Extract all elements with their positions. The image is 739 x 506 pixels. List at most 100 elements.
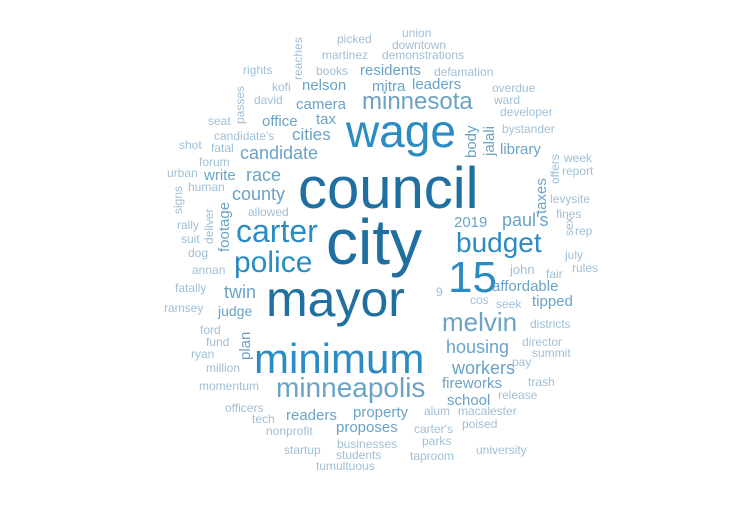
word-parks: parks bbox=[422, 434, 452, 448]
word-office: office bbox=[262, 113, 298, 130]
word-taproom: taproom bbox=[410, 449, 455, 463]
word-director: director bbox=[522, 335, 563, 349]
word-rep: rep bbox=[575, 224, 593, 238]
word-week: week bbox=[564, 151, 593, 165]
word-seek: seek bbox=[496, 297, 522, 311]
word-officers: officers bbox=[225, 401, 264, 415]
word-downtown: downtown bbox=[392, 38, 447, 52]
word-students: students bbox=[336, 448, 382, 462]
word-nelson: nelson bbox=[302, 77, 347, 94]
word-books: books bbox=[316, 64, 349, 78]
word-shot: shot bbox=[179, 138, 202, 152]
word-proposes: proposes bbox=[336, 419, 398, 436]
word-momentum: momentum bbox=[199, 379, 260, 393]
word-mayor: mayor bbox=[266, 271, 405, 327]
word-july: july bbox=[565, 248, 584, 262]
word-affordable: affordable bbox=[492, 278, 559, 295]
word-million: million bbox=[206, 361, 241, 375]
word-passes: passes bbox=[233, 85, 247, 124]
word-police: police bbox=[234, 246, 313, 279]
word-tech: tech bbox=[252, 412, 275, 426]
word-summit: summit bbox=[532, 346, 571, 360]
word-alum: alum bbox=[424, 404, 451, 418]
word-poised: poised bbox=[462, 417, 498, 431]
word-overdue: overdue bbox=[492, 81, 536, 95]
word-carter: carter bbox=[236, 213, 318, 249]
word-city: city bbox=[326, 206, 422, 278]
word-cos: cos bbox=[470, 293, 489, 307]
word-library: library bbox=[500, 141, 541, 158]
word-readers: readers bbox=[286, 407, 337, 424]
word-report: report bbox=[562, 164, 594, 178]
word-districts: districts bbox=[530, 317, 571, 331]
word-carters: carter's bbox=[414, 422, 453, 436]
word-tumultuous: tumultuous bbox=[316, 459, 375, 473]
word-forum: forum bbox=[199, 155, 230, 169]
word-human: human bbox=[188, 180, 225, 194]
word-ryan: ryan bbox=[191, 347, 215, 361]
word-bystander: bystander bbox=[502, 122, 555, 136]
word-offers: offers bbox=[548, 154, 562, 184]
word-startup: startup bbox=[284, 443, 321, 457]
word-trash: trash bbox=[528, 375, 555, 389]
word-tax: tax bbox=[316, 111, 337, 128]
word-rally: rally bbox=[177, 218, 200, 232]
word-reaches: reaches bbox=[291, 37, 305, 80]
word-signs: signs bbox=[171, 185, 185, 214]
word-levysite: levysite bbox=[550, 192, 591, 206]
word-developer: developer bbox=[500, 105, 553, 119]
word-university: university bbox=[476, 443, 527, 457]
word-housing: housing bbox=[446, 337, 510, 357]
word-race: race bbox=[246, 165, 282, 185]
word-wage: wage bbox=[346, 105, 456, 157]
word-macalester: macalester bbox=[458, 404, 517, 418]
word-minimum: minimum bbox=[254, 335, 425, 382]
word-ward: ward bbox=[494, 93, 521, 107]
word-ford: ford bbox=[200, 323, 221, 337]
word-footage: footage bbox=[216, 201, 233, 252]
word-picked: picked bbox=[337, 32, 372, 46]
word-leaders: leaders bbox=[412, 76, 462, 93]
word-candidate: candidate bbox=[240, 143, 319, 163]
word-suit: suit bbox=[181, 232, 200, 246]
word-taxes: taxes bbox=[533, 178, 550, 214]
word-write: write bbox=[204, 167, 236, 184]
word-plan: plan bbox=[237, 331, 254, 360]
word-pauls: paul's bbox=[502, 210, 549, 230]
word-dog: dog bbox=[188, 246, 209, 260]
word-property: property bbox=[353, 404, 409, 421]
word-residents: residents bbox=[360, 62, 421, 79]
word-camera: camera bbox=[296, 96, 347, 113]
word-release: release bbox=[498, 388, 538, 402]
word-9: 9 bbox=[436, 285, 443, 299]
word-15: 15 bbox=[448, 253, 497, 302]
word-body: body bbox=[463, 125, 480, 158]
word-county: county bbox=[232, 184, 286, 204]
word-melvin: melvin bbox=[442, 307, 518, 337]
word-fair: fair bbox=[546, 267, 563, 281]
word-pay: pay bbox=[512, 355, 532, 369]
word-urban: urban bbox=[167, 166, 198, 180]
word-minnesota: minnesota bbox=[362, 88, 473, 115]
word-cities: cities bbox=[292, 125, 331, 144]
word-judge: judge bbox=[218, 303, 253, 319]
word-twin: twin bbox=[224, 282, 257, 302]
word-kofi: kofi bbox=[272, 80, 291, 94]
word-school: school bbox=[447, 392, 491, 409]
word-fireworks: fireworks bbox=[442, 375, 503, 392]
word-mitra: mitra bbox=[372, 78, 406, 95]
word-nonprofit: nonprofit bbox=[266, 424, 313, 438]
word-martinez: martinez bbox=[322, 48, 369, 62]
word-deliver: deliver bbox=[202, 208, 216, 244]
word-allowed: allowed bbox=[248, 205, 289, 219]
word-rules: rules bbox=[572, 261, 599, 275]
word-workers: workers bbox=[452, 358, 516, 378]
word-sex: sex bbox=[562, 217, 576, 236]
word-ramsey: ramsey bbox=[164, 301, 204, 315]
word-minneapolis: minneapolis bbox=[276, 372, 426, 403]
word-david: david bbox=[254, 93, 283, 107]
word-fatally: fatally bbox=[175, 281, 207, 295]
word-jalali: jalali bbox=[481, 125, 498, 156]
word-john: john bbox=[510, 262, 535, 277]
